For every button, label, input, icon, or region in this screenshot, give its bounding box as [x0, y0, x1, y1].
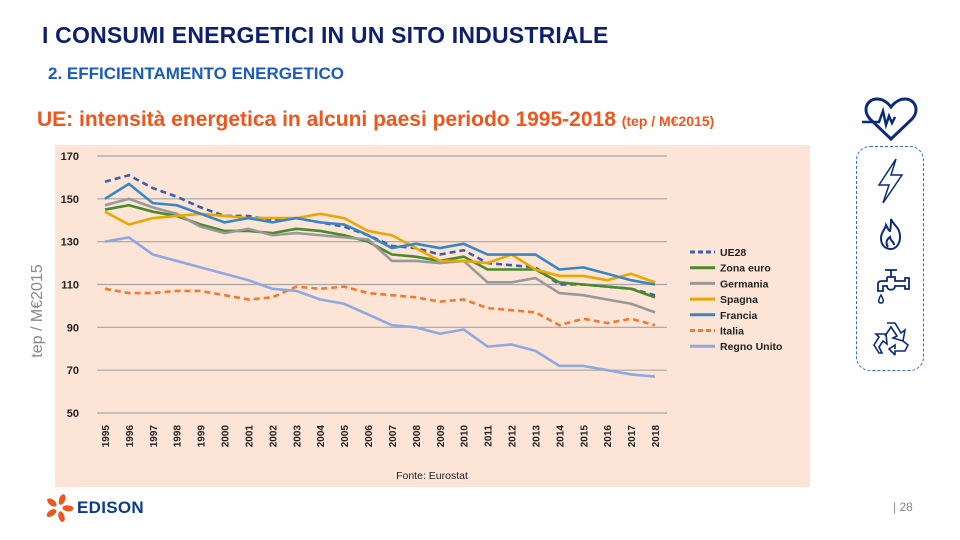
resource-icons-panel: [856, 146, 924, 371]
y-tick-label: 110: [61, 280, 79, 292]
x-tick-label: 2015: [579, 425, 590, 448]
series-line-germania: [104, 197, 656, 314]
legend-label: UE28: [720, 247, 746, 259]
x-tick-label: 1997: [149, 425, 160, 448]
chart-heading-text: UE: intensità energetica in alcuni paesi…: [37, 108, 616, 131]
x-tick-label: 2011: [484, 425, 495, 447]
x-tick-label: 2008: [412, 425, 423, 448]
x-tick-label: 2004: [316, 425, 327, 448]
series-line-spagna: [104, 210, 656, 284]
x-tick-label: 2006: [364, 425, 375, 448]
x-tick-label: 2012: [508, 425, 519, 448]
x-tick-label: 1999: [197, 425, 208, 448]
legend-label: Regno Unito: [720, 341, 782, 353]
series-line-ue28: [104, 173, 656, 297]
chart-svg: 50 70 90 110 130 150 170 1995 1996 1997 1998 1999 20…: [61, 151, 783, 482]
legend-label: Italia: [720, 326, 744, 338]
chart-heading: UE: intensità energetica in alcuni paesi…: [37, 108, 714, 132]
heart-pulse-icon: [862, 97, 920, 148]
x-tick-label: 2009: [436, 425, 447, 448]
x-tick-label: 2005: [340, 425, 351, 448]
x-tick-label: 2001: [244, 425, 255, 448]
chart-source: Fonte: Eurostat: [396, 470, 468, 482]
y-tick-label: 170: [61, 151, 79, 163]
series-line-italia: [104, 285, 656, 327]
x-tick-label: 2016: [603, 425, 614, 448]
y-tick-label: 70: [67, 365, 79, 377]
x-tick-label: 2010: [460, 425, 471, 448]
water-tap-icon: [877, 269, 910, 304]
page-subtitle: 2. EFFICIENTAMENTO ENERGETICO: [48, 64, 344, 83]
chart: 50 70 90 110 130 150 170 1995 1996 1997 1998 1999 20…: [55, 145, 810, 487]
lightning-icon: [877, 158, 904, 204]
x-tick-label: 1995: [101, 425, 112, 448]
legend-label: Zona euro: [720, 263, 771, 275]
flame-icon: [879, 218, 902, 251]
recycle-icon: [873, 322, 910, 356]
edison-logo: EDISON: [44, 493, 144, 523]
chart-heading-unit: (tep / M€2015): [621, 113, 715, 129]
x-tick-label: 1998: [173, 425, 184, 448]
y-tick-label: 90: [67, 322, 79, 334]
x-tick-label: 2003: [292, 425, 303, 448]
y-tick-label: 150: [61, 194, 79, 206]
x-tick-label: 2014: [555, 425, 566, 448]
y-axis-label: tep / M€2015: [29, 264, 46, 358]
edison-logo-icon: [46, 494, 74, 523]
series-line-francia: [104, 182, 656, 286]
legend-label: Spagna: [720, 294, 758, 306]
page-title: I CONSUMI ENERGETICI IN UN SITO INDUSTRI…: [42, 22, 609, 48]
y-tick-label: 130: [61, 237, 79, 249]
x-tick-label: 2002: [268, 425, 279, 448]
series-line-regno-unito: [104, 236, 656, 378]
legend-label: Francia: [720, 310, 758, 322]
x-tick-label: 2013: [531, 425, 542, 448]
legend-label: Germania: [720, 278, 769, 290]
x-tick-label: 2018: [651, 425, 662, 448]
y-tick-label: 50: [67, 408, 79, 420]
x-tick-label: 2017: [627, 425, 638, 448]
x-tick-label: 2007: [388, 425, 399, 448]
page-number: | 28: [893, 500, 913, 514]
edison-logo-text: EDISON: [77, 498, 144, 517]
x-tick-label: 2000: [221, 425, 232, 448]
x-tick-label: 1996: [125, 425, 136, 448]
